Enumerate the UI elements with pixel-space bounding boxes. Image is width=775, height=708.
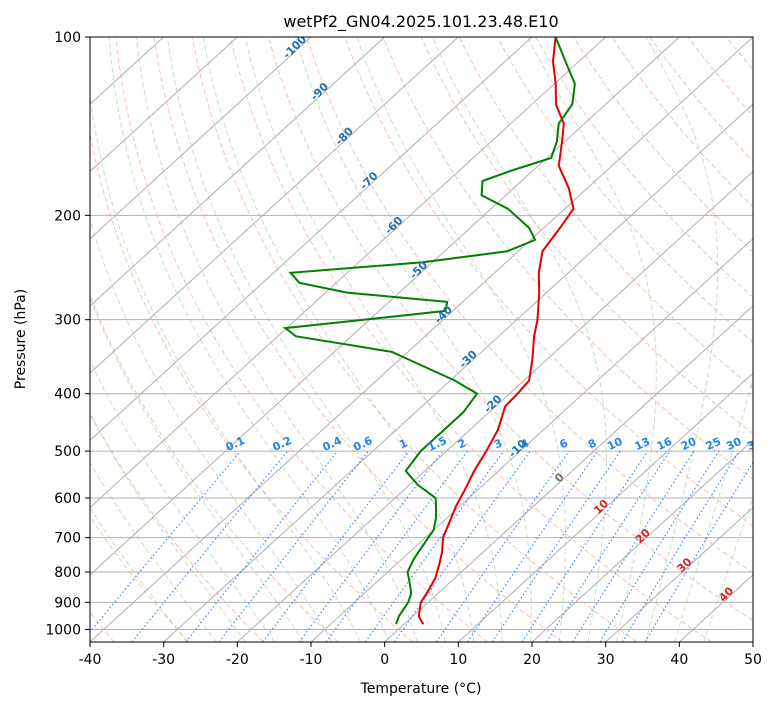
y-tick-label: 700 <box>54 531 81 547</box>
isotherm-line <box>384 305 753 642</box>
isotherm-line <box>90 37 459 374</box>
moist-adiabat-line <box>90 358 276 642</box>
dry-adiabat-line <box>229 37 712 642</box>
y-tick-label: 900 <box>54 595 81 611</box>
mixing-ratio-line <box>621 450 740 642</box>
y-tick-label: 100 <box>54 30 81 46</box>
dry-adiabat-line <box>344 37 753 527</box>
y-tick-label: 400 <box>54 387 81 403</box>
dry-adiabat-line <box>306 37 753 574</box>
mixing-ratio-line <box>90 450 242 634</box>
x-tick-label: 30 <box>597 652 615 668</box>
moist-adiabat-line <box>356 37 566 642</box>
mixing-ratio-label: 10 <box>605 435 625 453</box>
x-tick-label: 10 <box>449 652 467 668</box>
dry-adiabat-line <box>90 515 190 642</box>
mixing-ratio-line <box>262 450 410 642</box>
mixing-ratio-line <box>393 450 531 642</box>
x-tick-label: -40 <box>79 652 102 668</box>
dry-adiabat-line <box>382 37 753 481</box>
isotherm-line <box>752 641 753 642</box>
isotherm-line <box>90 37 753 642</box>
x-tick-label: 40 <box>670 652 688 668</box>
moist-adiabat-line <box>295 37 532 642</box>
mixing-ratio-line <box>185 450 339 642</box>
dry-adiabat-line <box>611 37 753 208</box>
y-tick-label: 300 <box>54 313 81 329</box>
isotherm-line <box>90 37 607 509</box>
moist-adiabat-line <box>645 37 719 642</box>
isotherm-line <box>236 170 753 642</box>
thermo-reference-lines <box>90 37 775 642</box>
dry-adiabat-line <box>90 293 339 642</box>
axis-ticks: -40 -30 -20 -10 0 10 20 30 40 50 100 200 300 400 500 60… <box>45 30 762 668</box>
mixing-ratio-label: 25 <box>704 435 723 453</box>
dry-adiabat-line <box>420 37 753 435</box>
moist-adiabat-line <box>674 377 753 642</box>
y-tick-label: 1000 <box>45 622 81 638</box>
dry-adiabat-line <box>90 131 414 642</box>
y-tick-label: 500 <box>54 444 81 460</box>
mixing-ratio-line <box>599 450 720 642</box>
isotherm-line <box>90 37 386 307</box>
mixing-ratio-line <box>364 450 505 642</box>
x-tick-label: 50 <box>744 652 762 668</box>
isotherm-line <box>531 439 753 642</box>
moist-adiabat-line <box>244 37 503 642</box>
dry-adiabat-line <box>191 37 638 642</box>
moist-adiabat-line <box>135 37 418 642</box>
dry-adiabat-line <box>458 37 753 389</box>
y-tick-label: 200 <box>54 208 81 224</box>
dry-adiabat-line <box>268 37 753 622</box>
chart-title: wetPf2_GN04.2025.101.23.48.E10 <box>283 12 558 32</box>
moist-adiabat-line <box>90 461 217 642</box>
moist-adiabat-line <box>166 37 446 642</box>
moist-adiabat-line <box>90 217 333 642</box>
dewpoint-profile-line <box>282 37 576 625</box>
x-axis-label: Temperature (°C) <box>360 681 482 697</box>
isotherm-line <box>90 37 238 173</box>
profile-lines <box>282 37 576 625</box>
mixing-ratio-label: 30 <box>724 435 744 453</box>
mixing-ratio-label: 16 <box>655 435 675 453</box>
moist-adiabat-line <box>703 496 753 642</box>
isotherm-line <box>457 372 753 642</box>
temperature-profile-line <box>417 37 575 625</box>
moist-adiabat-line <box>90 413 247 642</box>
mixing-ratio-line <box>572 450 695 642</box>
x-tick-label: -20 <box>226 652 249 668</box>
moist-adiabat-line <box>90 91 362 642</box>
dry-adiabat-line <box>765 37 775 642</box>
mixing-ratio-label: 13 <box>633 435 652 453</box>
isotherm-line <box>163 103 753 642</box>
mixing-ratio-line <box>467 450 599 642</box>
x-tick-label: 20 <box>523 652 541 668</box>
isotherm-line <box>90 37 533 442</box>
mixing-ratio-line <box>545 450 671 642</box>
x-tick-label: 0 <box>380 652 389 668</box>
mixing-ratio-line <box>218 450 369 642</box>
moist-adiabat-line <box>90 296 304 642</box>
moist-adiabat-line <box>202 37 475 642</box>
dry-adiabat-line <box>496 37 753 344</box>
moist-adiabat-line <box>108 37 390 642</box>
mixing-ratio-line <box>131 450 289 642</box>
isotherm-line <box>605 506 753 642</box>
y-tick-label: 600 <box>54 491 81 507</box>
mixing-ratio-label: 20 <box>679 435 699 453</box>
x-tick-label: -30 <box>152 652 175 668</box>
x-tick-label: -10 <box>300 652 323 668</box>
mixing-ratio-label: 36 <box>745 435 765 453</box>
y-axis-label: Pressure (hPa) <box>13 289 29 389</box>
isotherm-line <box>90 37 312 240</box>
moist-adiabat-line <box>432 37 607 642</box>
y-tick-label: 800 <box>54 565 81 581</box>
dry-adiabat-line <box>535 37 753 298</box>
mixing-ratio-line <box>644 461 753 642</box>
isotherm-line <box>90 37 680 576</box>
dry-adiabat-line <box>115 37 488 642</box>
plot-frame <box>89 36 754 643</box>
dry-adiabat-line <box>649 37 753 163</box>
